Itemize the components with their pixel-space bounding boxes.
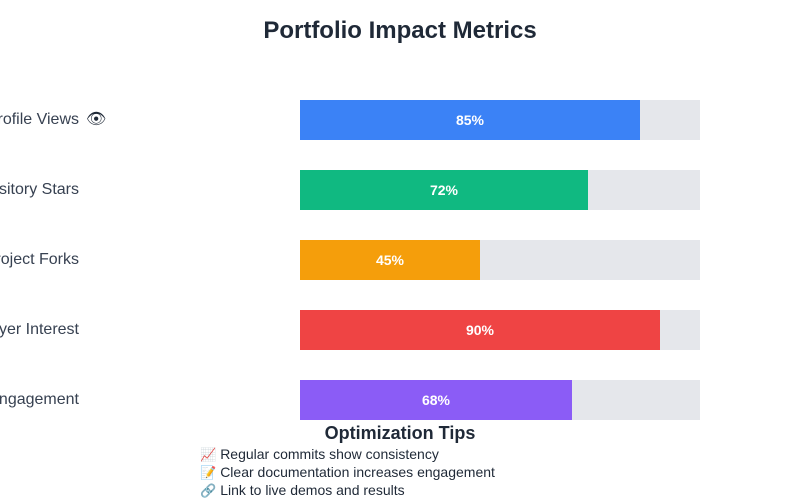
tip-text: Link to live demos and results [220,482,405,498]
tip-item: 📈 Regular commits show consistency [200,446,439,463]
metric-track: 85% [300,100,700,140]
metric-bar: 85% [300,100,640,140]
metric-label: Project Forks [0,251,79,268]
metric-row: Project Forks 45% [0,240,800,280]
metric-track: 45% [300,240,700,280]
tip-text: Regular commits show consistency [220,446,439,462]
metric-bar: 45% [300,240,480,280]
metric-label: Profile Views [0,111,79,128]
tip-item: 📝 Clear documentation increases engagemen… [200,464,495,481]
tip-item: 🔗 Link to live demos and results [200,482,405,499]
metric-row: Profile Views 👁 85% [0,100,800,140]
metric-bar: 68% [300,380,572,420]
metric-label: Community Engagement [0,391,79,408]
chart-increasing-icon: 📈 [200,447,217,462]
memo-icon: 📝 [200,465,217,480]
metric-track: 90% [300,310,700,350]
metric-track: 72% [300,170,700,210]
tips-title: Optimization Tips [324,423,476,443]
metric-track: 68% [300,380,700,420]
metrics-chart: Profile Views 👁 85% Repository Stars 72%… [0,100,800,420]
metric-label: Employer Interest [0,321,79,338]
link-icon: 🔗 [200,483,217,498]
metric-label: Repository Stars [0,181,79,198]
page-title: Portfolio Impact Metrics [263,17,537,44]
metric-row: Repository Stars 72% [0,170,800,210]
eye-icon: 👁 [86,111,107,128]
tip-text: Clear documentation increases engagement [220,464,495,480]
metric-row: Community Engagement 68% [0,380,800,420]
metric-bar: 90% [300,310,660,350]
metric-bar: 72% [300,170,588,210]
metric-row: Employer Interest 90% [0,310,800,350]
